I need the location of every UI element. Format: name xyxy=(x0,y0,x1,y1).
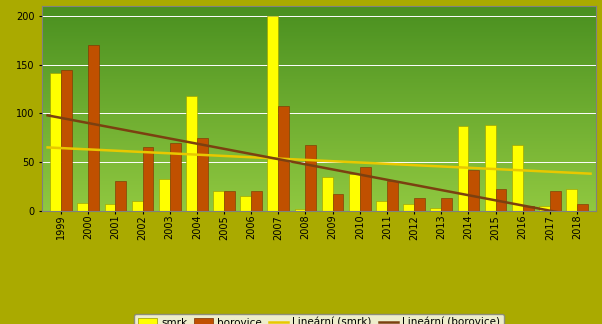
Bar xyxy=(512,145,523,211)
Bar xyxy=(78,203,88,211)
Bar xyxy=(403,204,414,211)
Bar xyxy=(88,45,99,211)
Bar xyxy=(539,206,550,211)
Bar xyxy=(333,194,344,211)
Bar xyxy=(468,170,479,211)
Bar xyxy=(116,181,126,211)
Bar xyxy=(143,147,154,211)
Bar xyxy=(294,209,305,211)
Bar xyxy=(61,70,72,211)
Bar xyxy=(523,206,533,211)
Bar xyxy=(186,96,197,211)
Bar xyxy=(251,191,262,211)
Bar xyxy=(349,174,360,211)
Bar xyxy=(132,201,143,211)
Bar xyxy=(577,204,588,211)
Legend: smrk, borovice, Lineární (smrk), Lineární (borovice): smrk, borovice, Lineární (smrk), Lineárn… xyxy=(134,314,504,324)
Bar xyxy=(278,106,289,211)
Bar xyxy=(485,125,495,211)
Bar xyxy=(213,191,224,211)
Bar xyxy=(322,177,333,211)
Bar xyxy=(458,126,468,211)
Bar xyxy=(51,73,61,211)
Bar xyxy=(430,208,441,211)
Bar xyxy=(240,196,251,211)
Bar xyxy=(197,138,208,211)
Bar xyxy=(360,167,371,211)
Bar xyxy=(495,189,506,211)
Bar xyxy=(305,145,316,211)
Bar xyxy=(170,143,181,211)
Bar xyxy=(267,16,278,211)
Bar xyxy=(414,198,425,211)
Bar xyxy=(550,191,560,211)
Bar xyxy=(566,189,577,211)
Bar xyxy=(159,179,170,211)
Bar xyxy=(376,201,387,211)
Bar xyxy=(224,191,235,211)
Bar xyxy=(441,198,452,211)
Bar xyxy=(105,204,116,211)
Bar xyxy=(387,181,398,211)
